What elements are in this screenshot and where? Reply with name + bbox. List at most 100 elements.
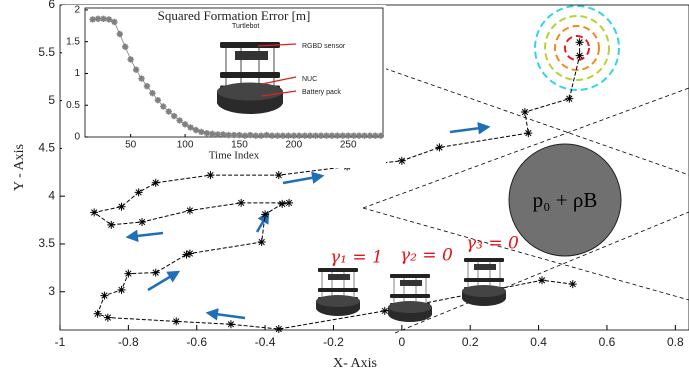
- point-marker: [355, 132, 363, 139]
- chart-title: Squared Formation Error [m]: [158, 8, 311, 23]
- cone-line: [394, 211, 689, 334]
- point-marker: [524, 129, 533, 138]
- point-marker: [290, 132, 298, 139]
- x-tick-label: 0.6: [599, 335, 616, 349]
- y-tick-label: 1: [74, 68, 80, 79]
- point-marker: [170, 112, 178, 120]
- point-marker: [568, 280, 577, 289]
- point-marker: [328, 132, 336, 139]
- point-marker: [372, 132, 379, 139]
- point-marker: [149, 89, 156, 97]
- y-tick-label: 4.5: [38, 141, 55, 155]
- cone-line: [362, 207, 689, 301]
- point-marker: [105, 16, 113, 23]
- point-marker: [122, 43, 129, 50]
- x-tick-label: -1: [55, 335, 66, 349]
- point-marker: [236, 131, 243, 139]
- point-marker: [154, 96, 162, 104]
- point-marker: [225, 131, 232, 139]
- point-marker: [575, 38, 584, 47]
- goal-rings: [534, 5, 620, 91]
- x-tick-label: 200: [285, 140, 302, 151]
- cone-line: [362, 87, 689, 209]
- point-marker: [151, 268, 160, 277]
- arrow: [449, 122, 491, 135]
- point-marker: [278, 199, 287, 208]
- point-marker: [138, 75, 145, 82]
- cone-line: [377, 65, 689, 176]
- robot: [315, 267, 361, 317]
- x-tick-label: 0.2: [462, 335, 479, 349]
- x-tick-label: 100: [177, 140, 194, 151]
- point-marker: [111, 18, 118, 26]
- point-marker: [263, 131, 270, 139]
- arrow: [205, 308, 246, 321]
- y-tick-label: 3.5: [38, 236, 55, 250]
- point-marker: [565, 94, 574, 103]
- x-tick-label: 150: [231, 140, 248, 151]
- point-marker: [116, 30, 124, 38]
- y-tick-label: 6: [48, 0, 55, 11]
- goal-ring: [544, 15, 610, 81]
- direction-arrows: [125, 122, 491, 321]
- point-marker: [192, 126, 200, 134]
- point-marker: [134, 188, 143, 197]
- point-marker: [143, 82, 151, 90]
- point-marker: [312, 132, 319, 139]
- point-marker: [296, 132, 303, 139]
- point-marker: [285, 132, 292, 139]
- point-marker: [257, 238, 266, 247]
- y-tick-label: 4: [48, 188, 55, 202]
- point-marker: [214, 131, 221, 138]
- x-axis-label: Time Index: [209, 150, 260, 162]
- point-marker: [237, 198, 246, 207]
- y-tick-label: 0: [74, 132, 80, 143]
- trajectory-line: [92, 42, 581, 330]
- cone-lines: [362, 65, 689, 334]
- robot: [387, 273, 433, 323]
- callout-line: [261, 76, 297, 85]
- callout-line: [261, 90, 297, 97]
- point-marker: [209, 130, 216, 138]
- point-marker: [138, 217, 147, 226]
- point-marker: [160, 103, 167, 110]
- point-marker: [198, 128, 205, 136]
- x-tick-label: 0: [399, 335, 406, 349]
- point-marker: [206, 171, 215, 180]
- annotation: Battery pack: [302, 89, 341, 96]
- goal-ring: [534, 5, 620, 91]
- y-tick-label: 5.5: [38, 45, 55, 59]
- main-chart: -1 -0.8 -0.6 -0.4 -0.2 0 0.2 0.4 0.6 0.8 3 3.5 4 4.5 5…: [12, 0, 689, 371]
- point-marker: [380, 306, 389, 315]
- point-marker: [89, 16, 96, 23]
- point-marker: [435, 143, 444, 152]
- point-marker: [100, 291, 109, 300]
- point-marker: [339, 132, 346, 139]
- point-marker: [306, 132, 314, 139]
- turtlebot-image: [216, 41, 284, 115]
- arrow: [147, 270, 181, 292]
- point-marker: [176, 117, 183, 124]
- point-marker: [185, 249, 194, 258]
- point-marker: [165, 108, 172, 115]
- point-marker: [279, 132, 287, 139]
- point-marker: [127, 56, 134, 63]
- point-marker: [252, 132, 259, 139]
- annotation: NUC: [302, 76, 317, 83]
- x-tick-label: 250: [340, 140, 357, 151]
- point-marker: [323, 132, 330, 139]
- annotation: RGBD sensor: [302, 43, 346, 50]
- annotation: γ₂ = 0: [400, 246, 453, 266]
- point-marker: [241, 132, 249, 139]
- point-marker: [117, 202, 126, 211]
- goal-ring: [554, 25, 600, 71]
- y-tick-label: 0.5: [66, 100, 80, 111]
- point-marker: [117, 285, 126, 294]
- point-marker: [172, 317, 181, 326]
- point-marker: [361, 132, 368, 139]
- point-marker: [350, 132, 357, 139]
- arrow: [125, 229, 164, 243]
- robot: [461, 257, 507, 307]
